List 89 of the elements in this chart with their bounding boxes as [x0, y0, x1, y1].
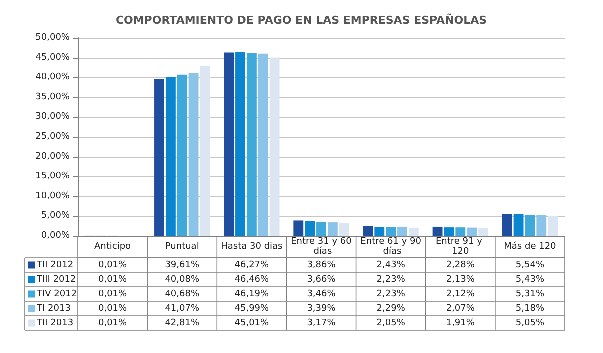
y-tick-label: 35,00% — [36, 92, 70, 102]
data-label: 45,99% — [234, 304, 270, 314]
data-label: 42,81% — [165, 318, 200, 328]
data-label: 40,68% — [165, 289, 200, 300]
x-tick-label: Entre 61 y 90 días — [360, 237, 422, 257]
y-tick-label: 45,00% — [36, 52, 70, 63]
bar — [177, 74, 188, 236]
bar — [166, 77, 176, 236]
data-label: 40,08% — [165, 274, 200, 285]
data-label: 3,39% — [307, 304, 336, 314]
bar — [374, 227, 385, 236]
bar — [467, 228, 478, 236]
data-label: 2,28% — [446, 260, 476, 270]
chart-title: COMPORTAMIENTO DE PAGO EN LAS EMPRESAS ESPAÑOLAS — [116, 13, 488, 27]
y-tick-label: 30,00% — [36, 112, 70, 122]
bar — [444, 228, 454, 236]
legend-label: TII 2013 — [36, 318, 74, 328]
bar — [270, 58, 280, 236]
bar — [502, 214, 512, 236]
data-label: 0,01% — [98, 289, 128, 300]
data-label: 46,27% — [234, 260, 270, 270]
x-tick-label: Entre 31 y 60 días — [291, 237, 352, 257]
bar — [363, 226, 374, 236]
bar — [536, 215, 547, 236]
data-label: 1,91% — [446, 318, 476, 328]
data-label: 0,01% — [98, 304, 128, 314]
data-label: 2,12% — [446, 289, 476, 300]
bar — [432, 226, 443, 236]
x-tick-label: Más de 120 — [504, 241, 557, 252]
y-tick-label: 50,00% — [36, 33, 70, 43]
data-label: 5,31% — [516, 289, 545, 300]
bar — [224, 52, 234, 236]
bar — [478, 228, 488, 236]
bar — [386, 227, 396, 236]
data-label: 2,13% — [446, 274, 476, 285]
bar — [246, 53, 257, 236]
bar — [200, 66, 210, 236]
y-tick-label: 5,00% — [41, 211, 70, 222]
data-label: 3,66% — [307, 274, 336, 285]
data-label: 2,05% — [376, 318, 406, 328]
bar — [339, 223, 350, 236]
bar — [258, 54, 268, 236]
x-tick-label: Entre 91 y 120 — [436, 237, 486, 257]
y-tick-label: 15,00% — [36, 172, 70, 182]
bar — [408, 228, 419, 236]
data-label: 2,23% — [376, 289, 406, 300]
y-tick-label: 25,00% — [36, 132, 70, 142]
y-tick-label: 0,00% — [41, 231, 70, 241]
bar — [548, 216, 558, 236]
bar — [525, 214, 536, 236]
bar — [154, 79, 164, 236]
data-label: 2,23% — [376, 274, 406, 285]
bar — [328, 222, 338, 236]
data-label: 0,01% — [98, 260, 128, 270]
data-label: 0,01% — [98, 274, 128, 285]
data-label: 5,54% — [516, 260, 545, 270]
bar — [305, 222, 316, 236]
data-label: 3,86% — [307, 260, 336, 270]
x-tick-label: Puntual — [165, 242, 200, 252]
legend-label: TIV 2012 — [36, 289, 78, 300]
data-label: 0,01% — [98, 318, 128, 328]
data-label: 46,19% — [234, 289, 270, 300]
legend-label: TII 2012 — [36, 260, 74, 270]
data-label: 2,07% — [446, 304, 476, 314]
data-label: 45,01% — [234, 318, 270, 328]
bar — [188, 73, 199, 236]
x-tick-label: Anticipo — [94, 242, 132, 252]
data-label: 39,61% — [165, 260, 200, 270]
data-label: 5,43% — [516, 274, 545, 285]
y-tick-label: 20,00% — [36, 152, 70, 162]
legend-label: TI 2013 — [36, 304, 71, 314]
data-label: 5,05% — [516, 318, 545, 328]
legend-label: TIII 2012 — [36, 274, 76, 285]
y-tick-label: 10,00% — [36, 191, 70, 202]
bar — [316, 222, 326, 236]
data-label: 2,29% — [376, 304, 406, 314]
data-label: 3,17% — [307, 318, 336, 328]
data-label: 2,43% — [376, 260, 406, 270]
y-tick-label: 40,00% — [36, 72, 70, 83]
data-label: 5,18% — [516, 304, 545, 314]
bar — [294, 220, 304, 236]
data-label: 41,07% — [165, 304, 200, 314]
bar — [398, 226, 408, 236]
bar — [514, 214, 524, 236]
bar — [236, 52, 246, 236]
data-label: 3,46% — [307, 289, 336, 300]
bar — [456, 228, 466, 236]
x-tick-label: Hasta 30 dias — [221, 242, 284, 252]
data-label: 46,46% — [234, 274, 270, 285]
